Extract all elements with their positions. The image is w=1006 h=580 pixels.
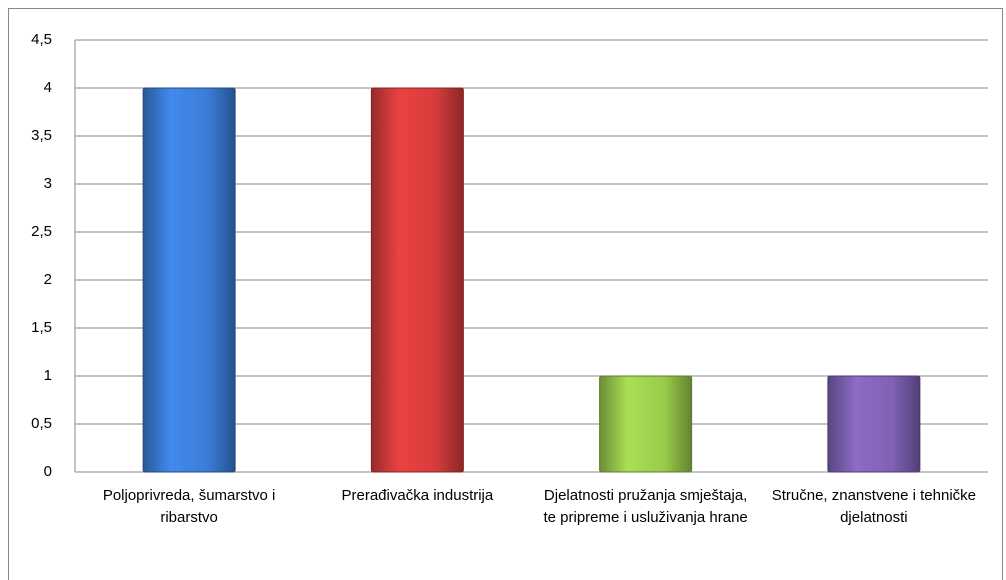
bar	[370, 87, 464, 473]
x-tick-label: Stručne, znanstvene i tehničke djelatnos…	[771, 487, 977, 526]
y-tick-label: 0	[44, 463, 52, 480]
y-tick-label: 2	[44, 271, 52, 288]
chart-border	[8, 8, 1003, 580]
x-tick-label: Poljoprivreda, šumarstvo i ribarstvo	[102, 487, 276, 526]
y-tick-label: 3	[44, 175, 52, 192]
bar	[827, 375, 921, 473]
y-tick-label: 3,5	[31, 127, 52, 144]
y-tick-label: 4	[44, 79, 52, 96]
y-tick-label: 4,5	[31, 31, 52, 48]
bar	[142, 87, 236, 473]
x-tick-label: Djelatnosti pružanja smještaja, te pripr…	[543, 487, 748, 526]
y-tick-label: 1,5	[31, 319, 52, 336]
x-tick-label: Prerađivačka industrija	[341, 487, 494, 504]
y-tick-label: 1	[44, 367, 52, 384]
bar	[599, 375, 693, 473]
y-tick-label: 2,5	[31, 223, 52, 240]
y-tick-label: 0,5	[31, 415, 52, 432]
